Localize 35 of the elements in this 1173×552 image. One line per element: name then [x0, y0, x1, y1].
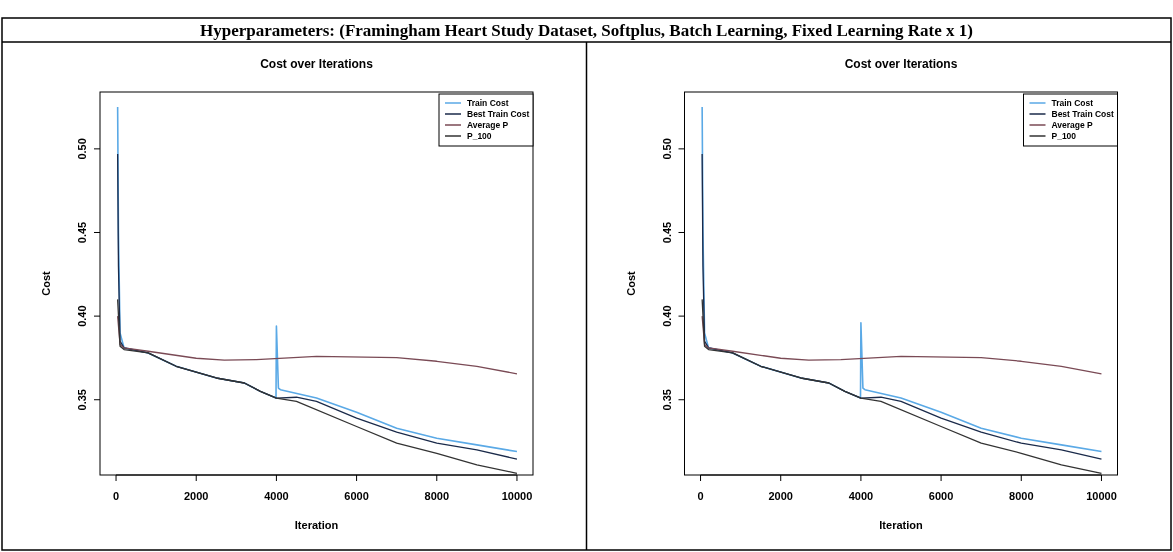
x-tick-label: 6000: [928, 490, 954, 502]
x-axis-title: Iteration: [294, 519, 339, 531]
y-tick-label: 0.40: [660, 305, 673, 327]
legend-label: P_100: [1051, 131, 1077, 141]
y-tick-label: 0.50: [660, 138, 673, 160]
chart-title: Cost over Iterations: [260, 57, 374, 71]
y-tick-label: 0.50: [76, 138, 88, 160]
legend-label: P_100: [467, 131, 492, 141]
x-tick-label: 4000: [848, 490, 874, 502]
y-tick-label: 0.45: [76, 221, 88, 244]
x-tick-label: 10000: [1086, 490, 1117, 502]
x-tick-label: 8000: [1009, 490, 1034, 502]
y-axis-title: Cost: [40, 270, 52, 296]
legend-label: Average P: [1051, 120, 1094, 130]
x-tick-label: 2000: [183, 490, 209, 502]
x-tick-label: 4000: [264, 490, 289, 502]
y-tick-label: 0.35: [660, 389, 673, 411]
x-tick-label: 0: [697, 490, 704, 502]
chart-title: Cost over Iterations: [844, 57, 958, 71]
x-axis-title: Iteration: [879, 519, 923, 531]
x-tick-label: 8000: [424, 490, 450, 502]
x-tick-label: 2000: [768, 490, 793, 502]
text: Hyperparameters: (Framingham Heart Study Dataset, Softplus, Batch Learning, Fixed Learning Rate x 1): [200, 21, 973, 40]
legend-label: Best Train Cost: [467, 109, 530, 119]
x-tick-label: 6000: [344, 490, 369, 502]
legend-label: Average P: [467, 120, 509, 130]
x-tick-label: 10000: [501, 490, 533, 502]
y-tick-label: 0.40: [76, 305, 88, 327]
legend-label: Train Cost: [1051, 98, 1094, 108]
y-axis-title: Cost: [624, 270, 637, 296]
y-tick-label: 0.35: [76, 389, 88, 411]
y-tick-label: 0.45: [660, 221, 673, 244]
legend-label: Best Train Cost: [1051, 109, 1115, 119]
legend-label: Train Cost: [467, 98, 509, 108]
x-tick-label: 0: [112, 490, 120, 502]
